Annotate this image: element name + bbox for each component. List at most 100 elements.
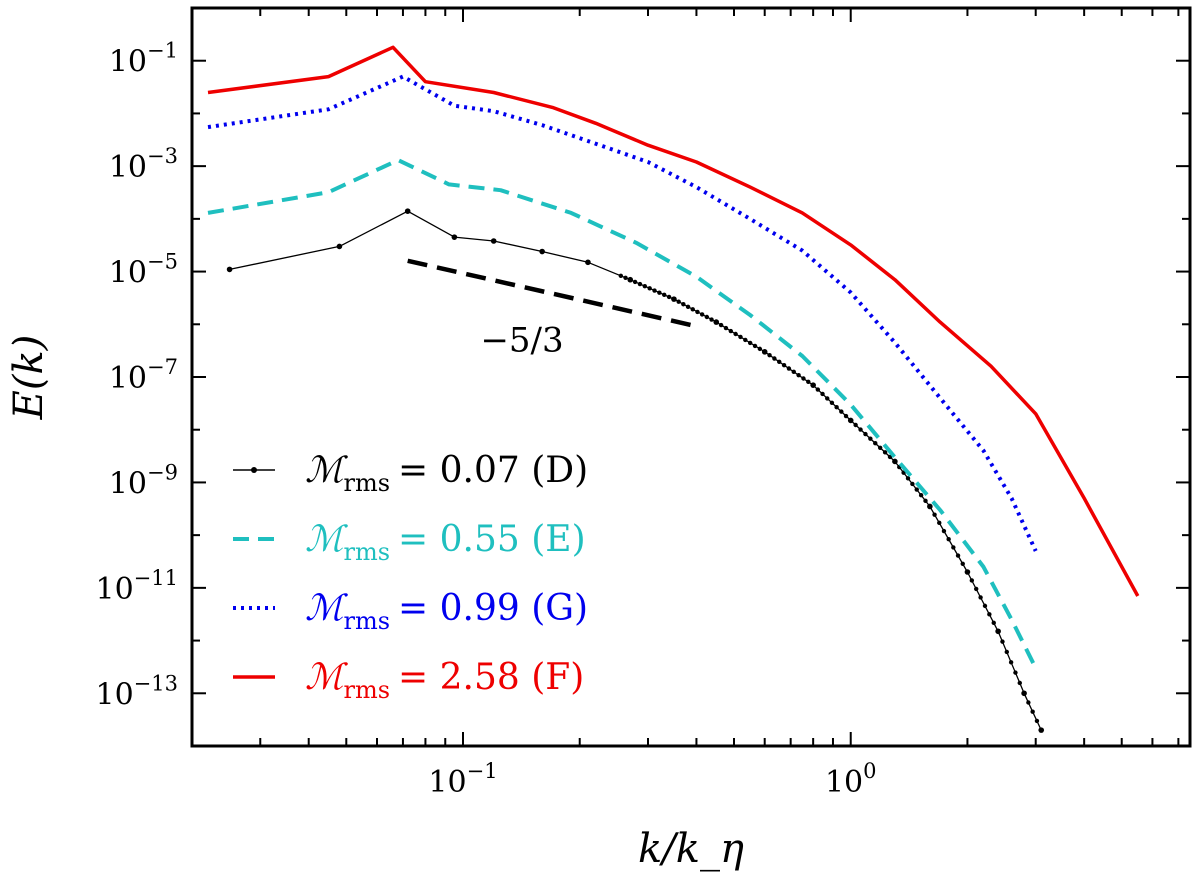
series-point: [923, 498, 928, 504]
series-point: [767, 352, 772, 358]
series-point: [657, 290, 662, 295]
series-point: [637, 281, 643, 287]
x-tick-label: 100: [825, 759, 877, 800]
series-point: [810, 382, 816, 388]
series-point: [974, 586, 979, 592]
series-point: [960, 561, 965, 566]
series-point: [627, 276, 634, 283]
series-point: [905, 476, 911, 481]
legend-marker: [251, 467, 257, 473]
y-tick-label: 10−7: [109, 355, 178, 396]
series-point: [853, 422, 858, 428]
series-point: [995, 628, 1001, 635]
slope-reference-line: [407, 258, 697, 329]
series-point: [1021, 690, 1027, 697]
series-point: [490, 238, 497, 244]
series-point: [815, 387, 821, 392]
series-point: [1004, 649, 1009, 655]
series-point: [676, 299, 681, 304]
series-point: [723, 325, 729, 331]
series-point: [914, 487, 919, 492]
y-tick-label: 10−11: [95, 566, 178, 607]
series-point: [834, 405, 839, 410]
annotation-layer: −5/3: [407, 258, 697, 361]
series-point: [1008, 660, 1014, 665]
series-point: [910, 481, 915, 487]
plot-frame: [190, 6, 1192, 748]
series-point: [1017, 680, 1022, 686]
series-point: [713, 319, 720, 325]
series-point: [718, 322, 724, 328]
series-point: [623, 275, 628, 280]
series-point: [618, 273, 624, 279]
series-point: [681, 302, 686, 307]
series-point: [743, 337, 748, 343]
series-point: [1013, 670, 1018, 675]
series-point: [892, 458, 898, 465]
series-point: [791, 369, 796, 375]
ticks-layer: 10−1 100 10−1 10−3 10−5 10−7 10−9 10−11 10−13: [95, 7, 1190, 800]
series-point: [978, 595, 983, 600]
y-tick-label: 10−5: [109, 250, 178, 291]
series-point: [873, 441, 878, 446]
series-point: [1034, 718, 1040, 724]
series-point: [937, 520, 942, 526]
series-point: [1026, 700, 1031, 705]
series-point: [868, 436, 873, 441]
series-point: [781, 362, 787, 368]
series-point: [777, 359, 782, 365]
legend-label-1: ℳrms = 0.55 (E): [305, 519, 586, 566]
series-point: [772, 356, 777, 361]
series-point: [585, 259, 591, 266]
series-point: [404, 208, 411, 214]
series-point: [941, 528, 947, 534]
series-point: [647, 286, 652, 291]
series-point: [987, 612, 992, 617]
series-point: [946, 537, 951, 542]
series-point: [801, 376, 806, 381]
series-point: [226, 266, 233, 273]
series-point: [839, 409, 844, 414]
slope-label: −5/3: [480, 321, 563, 361]
series-point: [882, 450, 888, 455]
y-axis-label: E(k): [6, 335, 52, 421]
series-point: [1030, 709, 1035, 714]
series-point: [539, 248, 545, 255]
legend-label-3: ℳrms = 2.58 (F): [305, 657, 584, 704]
legend-label-2: ℳrms = 0.99 (G): [305, 588, 588, 635]
y-tick-label: 10−1: [109, 39, 178, 80]
series-point: [733, 331, 738, 337]
legend-label-0: ℳrms = 0.07 (D): [305, 450, 588, 497]
series-point: [964, 569, 971, 575]
series-point: [685, 304, 691, 309]
y-tick-label: 10−13: [95, 671, 178, 712]
series-point: [932, 512, 937, 517]
y-tick-label: 10−3: [109, 144, 178, 185]
series-point: [843, 413, 849, 419]
series-point: [704, 314, 710, 320]
series-point: [858, 427, 863, 432]
series-point: [820, 391, 825, 397]
series-point: [671, 296, 677, 302]
series-point: [786, 366, 792, 371]
series-point: [955, 553, 961, 558]
series-point: [695, 309, 700, 315]
series-point: [699, 312, 705, 317]
series-point: [877, 445, 883, 450]
series-line-3: [207, 45, 1140, 597]
series-point: [632, 279, 638, 285]
legend: ℳrms = 0.07 (D) ℳrms = 0.55 (E) ℳrms = 0.99 (…: [233, 450, 588, 704]
series-point: [662, 292, 667, 298]
series-point: [652, 288, 657, 293]
series-point: [451, 234, 458, 240]
series-line-2: [207, 74, 1038, 552]
series-layer: [207, 45, 1140, 733]
series-point: [738, 334, 743, 340]
x-tick-label: 10−1: [428, 759, 497, 800]
series-point: [991, 620, 996, 626]
series-point: [829, 400, 835, 405]
y-tick-label: 10−9: [109, 460, 178, 501]
series-point: [982, 603, 988, 609]
series-point: [757, 346, 763, 352]
